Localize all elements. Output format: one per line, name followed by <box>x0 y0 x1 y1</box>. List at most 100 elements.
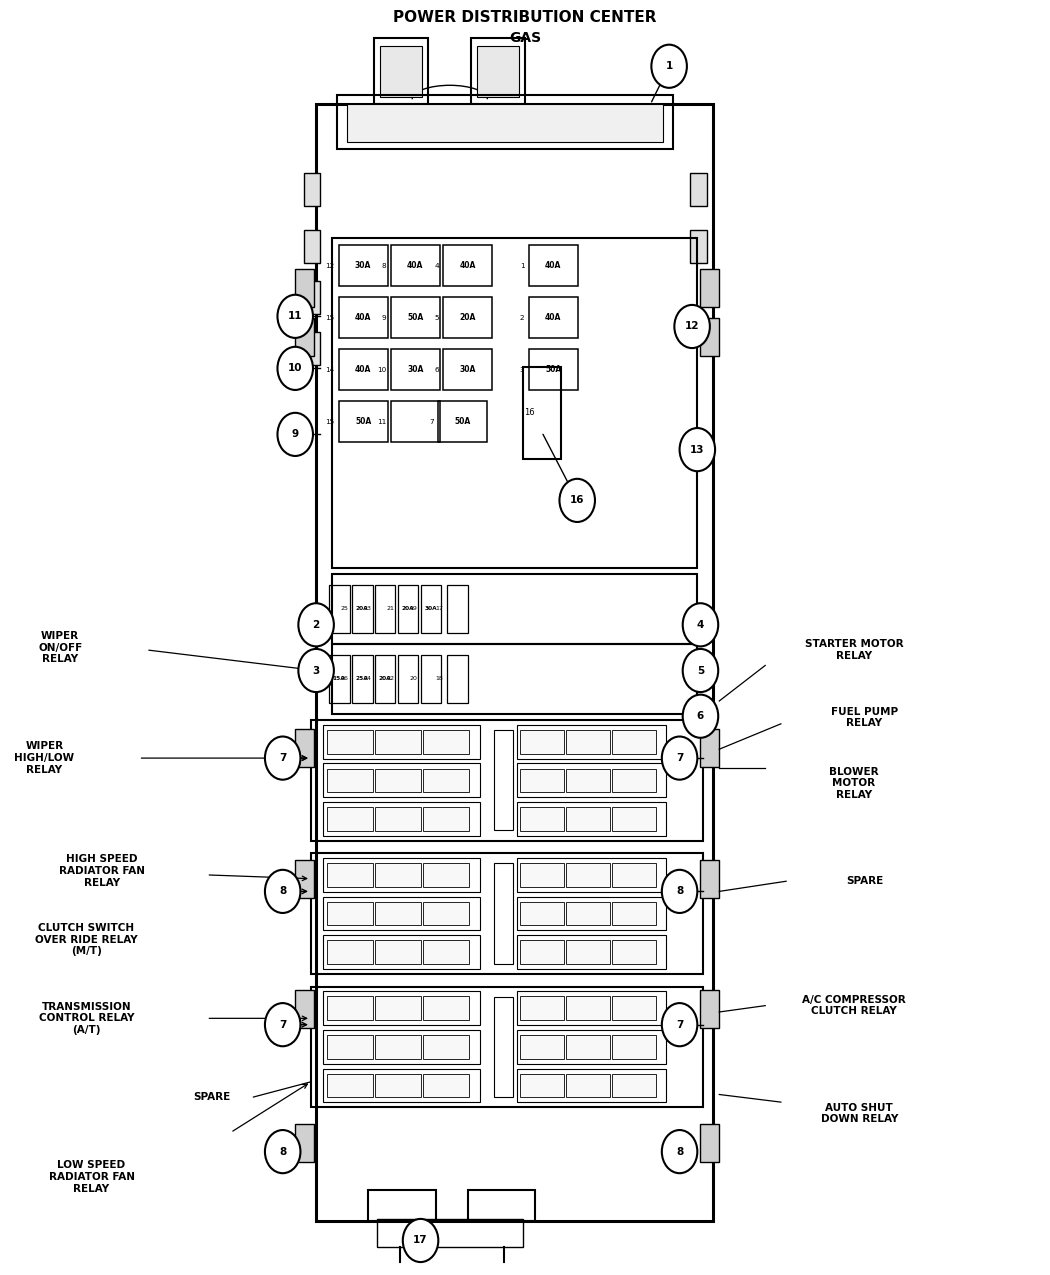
Bar <box>612 941 656 964</box>
Circle shape <box>682 695 718 738</box>
Bar <box>700 991 719 1029</box>
Bar <box>423 769 469 792</box>
Bar <box>528 297 578 338</box>
Text: 40A: 40A <box>355 314 372 323</box>
Bar <box>338 245 387 286</box>
Text: 15A: 15A <box>333 676 345 681</box>
Bar <box>323 858 480 892</box>
Text: 40A: 40A <box>355 365 372 374</box>
Text: 30A: 30A <box>355 261 372 270</box>
Text: 30A: 30A <box>459 365 476 374</box>
Circle shape <box>277 347 313 390</box>
Text: STARTER MOTOR
RELAY: STARTER MOTOR RELAY <box>804 639 903 660</box>
Bar <box>375 863 421 887</box>
Bar <box>518 936 666 969</box>
Bar <box>518 802 666 836</box>
Text: 14: 14 <box>326 367 334 372</box>
Circle shape <box>560 479 595 521</box>
Text: 8: 8 <box>676 1146 684 1156</box>
Bar <box>303 173 320 205</box>
Bar <box>700 317 719 356</box>
Circle shape <box>662 1130 697 1173</box>
Bar <box>423 901 469 926</box>
Bar <box>375 769 421 792</box>
Bar <box>375 997 421 1020</box>
Bar <box>700 1123 719 1162</box>
Bar <box>398 654 419 703</box>
Bar <box>375 901 421 926</box>
Circle shape <box>674 305 710 348</box>
Bar <box>700 269 719 307</box>
Bar <box>423 1035 469 1058</box>
Bar <box>327 1035 373 1058</box>
Bar <box>690 173 707 205</box>
Bar <box>612 863 656 887</box>
Text: 50A: 50A <box>355 417 372 426</box>
Bar <box>323 1068 480 1103</box>
Text: 24: 24 <box>363 676 372 681</box>
Text: 12: 12 <box>685 321 699 332</box>
Text: HIGH SPEED
RADIATOR FAN
RELAY: HIGH SPEED RADIATOR FAN RELAY <box>59 854 145 887</box>
Circle shape <box>403 1219 438 1262</box>
Circle shape <box>662 1003 697 1047</box>
Circle shape <box>265 737 300 780</box>
Text: 7: 7 <box>279 754 287 764</box>
Text: FUEL PUMP
RELAY: FUEL PUMP RELAY <box>831 706 898 728</box>
Bar <box>443 245 492 286</box>
Bar <box>423 729 469 754</box>
Text: 7: 7 <box>429 418 434 425</box>
Bar <box>566 997 610 1020</box>
Bar <box>295 859 314 898</box>
Text: SPARE: SPARE <box>193 1093 230 1102</box>
Bar <box>391 297 440 338</box>
Text: 8: 8 <box>279 1146 287 1156</box>
Bar <box>303 332 320 365</box>
Bar <box>323 802 480 836</box>
Bar <box>327 941 373 964</box>
Bar <box>338 402 387 442</box>
Text: SPARE: SPARE <box>846 876 883 886</box>
Bar <box>521 863 564 887</box>
Text: CLUTCH SWITCH
OVER RIDE RELAY
(M/T): CLUTCH SWITCH OVER RIDE RELAY (M/T) <box>35 923 138 956</box>
Text: 28: 28 <box>318 676 326 681</box>
Bar <box>566 729 610 754</box>
Bar <box>323 896 480 931</box>
Text: 7: 7 <box>676 754 684 764</box>
Bar <box>443 349 492 390</box>
Text: 2: 2 <box>313 620 320 630</box>
Text: 16: 16 <box>524 408 534 417</box>
Text: 9: 9 <box>292 430 299 440</box>
Bar <box>332 574 697 644</box>
Text: WIPER
ON/OFF
RELAY: WIPER ON/OFF RELAY <box>38 631 82 664</box>
Text: 25A: 25A <box>356 676 369 681</box>
Bar <box>612 997 656 1020</box>
Bar <box>518 725 666 759</box>
Bar <box>323 992 480 1025</box>
Text: 10: 10 <box>288 363 302 374</box>
Text: 8: 8 <box>382 263 386 269</box>
Bar <box>375 1074 421 1098</box>
Circle shape <box>265 870 300 913</box>
Bar <box>566 807 610 831</box>
Bar <box>380 46 422 97</box>
Bar <box>311 853 702 974</box>
Bar <box>295 269 314 307</box>
Text: TRANSMISSION
CONTROL RELAY
(A/T): TRANSMISSION CONTROL RELAY (A/T) <box>39 1002 134 1035</box>
Bar <box>323 1030 480 1063</box>
Text: 2: 2 <box>520 315 525 320</box>
Bar <box>375 807 421 831</box>
Bar <box>521 1074 564 1098</box>
Text: 21: 21 <box>386 607 395 612</box>
Text: 40A: 40A <box>545 314 562 323</box>
Text: 40A: 40A <box>545 261 562 270</box>
Bar <box>566 941 610 964</box>
Text: 50A: 50A <box>455 417 470 426</box>
Bar <box>521 997 564 1020</box>
Bar <box>398 585 419 634</box>
Bar <box>311 987 702 1107</box>
Bar <box>528 245 578 286</box>
Bar <box>295 729 314 768</box>
Bar <box>518 992 666 1025</box>
Text: 50A: 50A <box>407 314 423 323</box>
Bar <box>566 863 610 887</box>
